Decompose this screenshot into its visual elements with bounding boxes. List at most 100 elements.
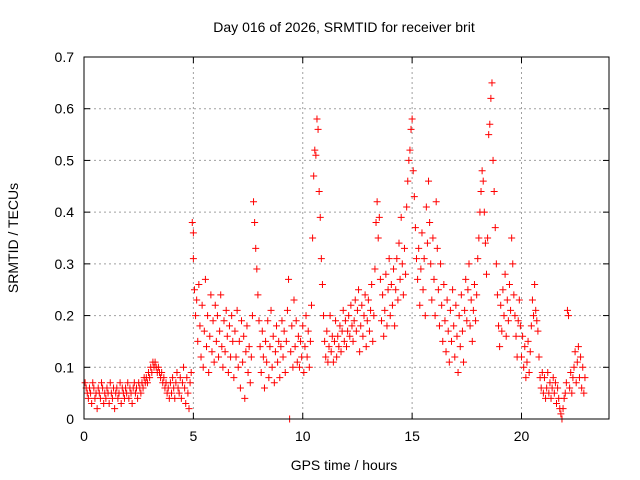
data-point [559, 405, 567, 413]
data-point [518, 353, 525, 361]
data-point [350, 317, 358, 325]
data-point [242, 348, 250, 356]
data-point [524, 337, 532, 345]
data-point [501, 270, 509, 278]
data-point [360, 312, 368, 320]
data-point [396, 275, 404, 283]
data-point [213, 312, 221, 320]
data-point [294, 332, 302, 340]
data-point [457, 291, 465, 299]
data-point [168, 389, 175, 397]
data-point [418, 229, 426, 237]
data-point [390, 265, 398, 273]
data-point [474, 255, 482, 263]
data-point [519, 332, 527, 340]
data-point [434, 286, 442, 294]
data-point [306, 337, 314, 345]
data-point [254, 291, 262, 299]
data-point [290, 296, 298, 304]
data-point [220, 317, 228, 325]
data-point [572, 379, 580, 387]
data-point [374, 234, 382, 242]
data-point [353, 306, 361, 314]
data-point [332, 317, 340, 325]
data-point [262, 337, 270, 345]
data-point [281, 368, 289, 376]
data-point [223, 332, 231, 340]
data-point [574, 343, 582, 351]
data-point [464, 286, 472, 294]
data-point [498, 327, 506, 335]
data-point [274, 358, 282, 366]
data-point [279, 353, 287, 361]
data-point [250, 198, 258, 206]
data-point [216, 327, 224, 335]
data-point [372, 218, 380, 226]
data-point [225, 322, 233, 330]
data-point [445, 358, 453, 366]
data-point [125, 394, 133, 402]
data-point [488, 79, 496, 87]
data-point [380, 332, 388, 340]
data-point [218, 343, 226, 351]
data-point [359, 332, 367, 340]
data-point [266, 343, 274, 351]
data-point [253, 265, 261, 273]
data-point [560, 394, 568, 402]
x-tick-labels: 0 5 10 15 20 [80, 428, 529, 444]
data-point [248, 312, 256, 320]
data-point [341, 317, 349, 325]
data-point [440, 281, 448, 289]
data-point [505, 281, 513, 289]
data-point [178, 379, 186, 387]
data-point [429, 234, 437, 242]
data-point [431, 312, 439, 320]
data-point [510, 291, 518, 299]
data-point [323, 327, 331, 335]
data-point [102, 394, 110, 402]
data-point [292, 317, 300, 325]
data-point [315, 187, 323, 195]
x-axis-label: GPS time / hours [291, 457, 398, 473]
data-point [413, 255, 420, 263]
data-point [219, 363, 227, 371]
y-tick-label: 0 [66, 411, 74, 427]
data-point [244, 368, 252, 376]
data-point [184, 389, 192, 397]
data-point [330, 337, 338, 345]
data-point [305, 363, 313, 371]
data-point [485, 131, 493, 139]
data-point [465, 260, 473, 268]
data-point [511, 312, 519, 320]
data-point [422, 203, 430, 211]
data-point [579, 363, 587, 371]
data-point [479, 177, 487, 185]
data-point [270, 379, 278, 387]
data-point [450, 322, 458, 330]
data-point [577, 353, 585, 361]
data-point [169, 374, 177, 382]
data-point [287, 348, 295, 356]
data-point [451, 353, 459, 361]
data-point [336, 322, 344, 330]
data-point [580, 389, 588, 397]
data-point [493, 291, 501, 299]
data-point [531, 281, 539, 289]
data-point [197, 353, 205, 361]
data-point [526, 348, 534, 356]
data-point [385, 255, 393, 263]
data-point [553, 399, 560, 407]
data-point [146, 374, 154, 382]
data-point [435, 322, 443, 330]
data-point [117, 399, 125, 407]
data-point [515, 296, 523, 304]
data-point [522, 374, 530, 382]
data-point [344, 327, 352, 335]
data-point [486, 120, 494, 128]
data-point [260, 384, 268, 392]
data-point [276, 374, 284, 382]
data-point [487, 94, 495, 102]
data-point [446, 306, 454, 314]
data-point [160, 374, 168, 382]
data-point [183, 374, 191, 382]
